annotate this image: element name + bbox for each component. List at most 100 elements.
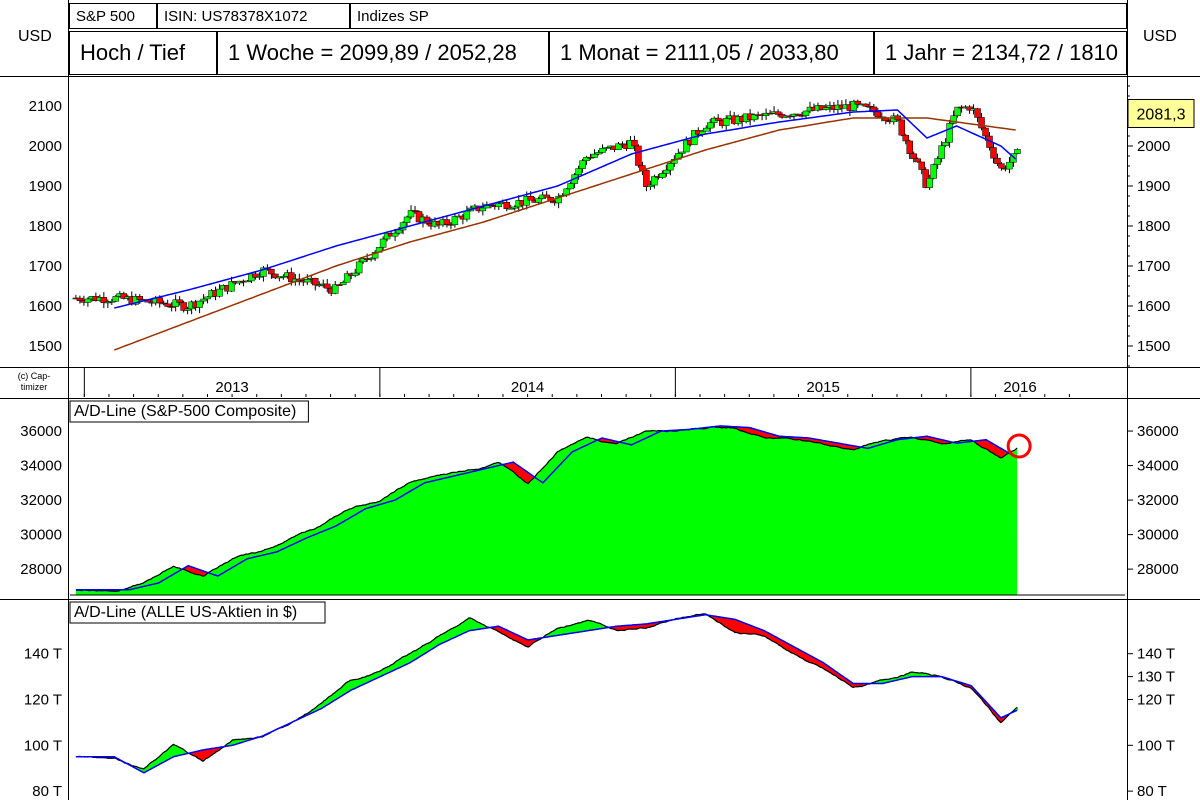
candle-up [196,300,203,308]
candle-up [407,210,415,218]
candle-down [746,113,754,121]
candle-down [786,115,794,118]
price-ytick-label-right: 1800 [1137,218,1170,235]
candle-up [276,276,283,279]
candle-up [683,139,690,153]
candle-down [914,158,921,163]
candle-down [232,281,239,284]
ad-all-us-ytick-label-left: 140 T [24,646,62,663]
ad-all-us-ytick-label-left: 120 T [24,692,62,709]
candle-down [120,293,128,299]
candle-up [248,273,255,282]
candle-up [507,207,515,210]
candle-up [930,164,937,179]
candle-up [280,276,287,278]
candle-up [595,152,602,155]
candle-down [906,140,913,154]
candle-down [958,106,965,109]
last-price-label: 2081,3 [1137,106,1186,123]
divider-time-axis-bottom [0,398,1200,399]
candle-up [679,151,686,154]
candle-down [738,116,746,122]
ad-sp500-ytick-label-left: 36000 [20,423,62,440]
candle-up [367,257,375,260]
ad-sp500-title-box [69,400,309,423]
candle-down [910,153,917,159]
candle-down [994,157,1001,164]
candle-down [80,300,88,303]
ad-sp500-ytick-label-left: 32000 [20,492,62,509]
candle-down [447,224,455,226]
candle-up [782,115,790,118]
candle-up [699,130,706,135]
candle-up [742,113,750,122]
candle-up [1014,149,1021,154]
year-range: 1 Jahr = 2134,72 / 1810 [874,31,1127,75]
candle-up [188,301,195,310]
candle-down [128,296,136,305]
highlight-circle [1006,433,1032,459]
candle-up [659,173,666,178]
candle-up [523,195,530,206]
candle-down [427,223,435,227]
candle-up [790,113,798,117]
candle-down [212,290,219,297]
ad-all-us-ytick-label-right: 80 T [1137,783,1167,800]
candle-up [431,220,439,227]
candle-up [499,202,507,204]
candle-down [323,283,331,289]
candle-down [547,197,554,202]
price-ytick-label-right: 1600 [1137,298,1170,315]
candle-down [363,258,371,260]
candle-up [575,168,582,176]
candle-down [986,135,993,148]
candle-down [192,301,199,308]
candle-down [531,199,538,203]
candle-down [778,114,786,118]
candle-down [898,119,905,136]
ad-all-us-title-text: A/D-Line (ALLE US-Aktien in $) [74,604,297,621]
candle-up [563,188,570,196]
candle-down [870,106,878,113]
ma-long-line [114,117,1016,351]
candle-up [351,272,359,276]
candle-down [766,112,774,115]
ad-all-us-avg-line [75,613,1018,774]
ad-sp500-ytick-label-right: 34000 [1137,458,1179,475]
isin-label: ISIN: US78378X1072 [157,3,350,29]
candle-down [854,100,862,105]
candle-up [1006,161,1013,170]
last-price-badge [1127,98,1195,128]
candle-up [184,308,191,311]
candle-up [926,178,933,188]
instrument-name: S&P 500 [69,3,157,29]
price-ytick-label-right: 1700 [1137,258,1170,275]
candle-up [355,261,363,274]
candle-up [814,105,822,111]
candle-down [180,302,187,311]
ad-sp500-ytick-label-left: 34000 [20,458,62,475]
ad-sp500-ytick-label-left: 28000 [20,561,62,578]
ad-sp500-area-fill [75,426,1018,595]
candle-up [726,115,734,119]
candle-up [375,247,383,253]
candle-down [164,303,171,307]
candle-down [714,117,722,121]
candle-down [587,156,594,159]
candle-up [208,290,215,298]
price-ytick-label-left: 1500 [29,338,62,355]
ad-sp500-ytick-label-left: 30000 [20,527,62,544]
divider-panels [0,599,1200,600]
candle-up [691,130,698,146]
candle-up [750,114,758,121]
candle-down [966,106,973,111]
candle-down [922,169,929,188]
ad-sp500-title-text: A/D-Line (S&P-500 Composite) [74,403,296,420]
candle-down [695,130,702,135]
index-label: Indizes SP [350,3,1127,29]
left-axis-border [68,0,69,800]
candle-up [479,207,487,212]
candle-down [288,272,295,283]
candle-up [220,285,227,290]
month-range: 1 Monat = 2111,05 / 2033,80 [549,31,874,75]
